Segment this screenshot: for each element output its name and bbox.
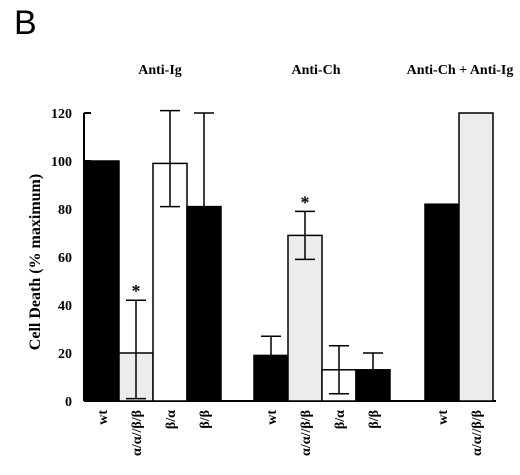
y-tick-label: 80 [58, 203, 72, 218]
significance-marker: * [301, 192, 310, 212]
bar [84, 160, 120, 402]
x-labels-layer: wt α/α//β/β β/α β/β wt α/α//β/β β/α β/β wt α/α//β… [96, 410, 485, 456]
y-tick-label: 40 [58, 299, 72, 314]
group-title-anti-ch-plus-anti-ig: Anti-Ch + Anti-Ig [407, 63, 514, 78]
significance-marker: * [132, 281, 141, 301]
group-title-anti-ig: Anti-Ig [138, 63, 182, 78]
x-tick-label: β/β [367, 410, 382, 429]
x-tick-label: wt [265, 410, 280, 425]
x-tick-label: β/α [333, 410, 348, 429]
x-tick-label: wt [436, 410, 451, 425]
y-tick-label: 100 [51, 155, 72, 170]
x-tick-label: α/α//β/β [470, 410, 485, 456]
y-tick-label: 60 [58, 251, 72, 266]
x-tick-label: β/α [164, 410, 179, 429]
y-tick-label: 0 [65, 395, 72, 410]
panel-letter: B [14, 4, 37, 42]
x-tick-label: α/α//β/β [299, 410, 314, 456]
bar [458, 112, 494, 402]
bars-layer: ** [84, 109, 494, 402]
y-ticks: 0 20 40 60 80 100 120 [51, 107, 91, 410]
x-tick-label: β/β [198, 410, 213, 429]
x-tick-label: α/α//β/β [130, 410, 145, 456]
bar [424, 203, 460, 402]
x-tick-label: wt [96, 410, 111, 425]
group-title-anti-ch: Anti-Ch [291, 63, 340, 78]
bar [287, 234, 323, 402]
y-tick-label: 20 [58, 347, 72, 362]
y-axis-label: Cell Death (% maximum) [27, 174, 44, 350]
y-tick-label: 120 [51, 107, 72, 122]
